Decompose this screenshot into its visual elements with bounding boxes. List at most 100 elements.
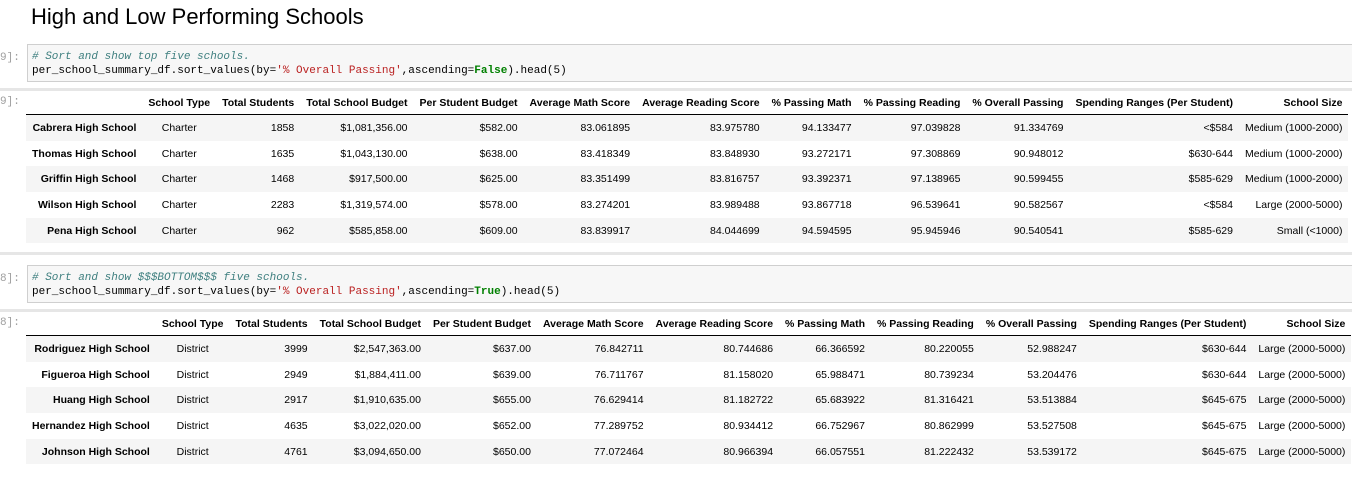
table-cell: $650.00 (493, 445, 531, 458)
table-cell: Large (2000-5000) (1258, 368, 1346, 381)
table-cell: $639.00 (493, 368, 531, 381)
column-header: Per Student Budget (432, 318, 531, 330)
cell1-code-comment: # Sort and show top five schools. (32, 51, 250, 63)
cell1-code-bool: False (474, 65, 508, 77)
table-cell: 66.366592 (815, 342, 865, 355)
top-schools-table: School Type Total Students Total School Bu… (26, 92, 1349, 244)
table-cell: 2283 (270, 198, 295, 211)
cell2-output-prompt: 8]: (0, 317, 20, 329)
table-cell: 93.392371 (801, 173, 852, 186)
table-cell: 95.945946 (910, 224, 961, 237)
table-cell: $582.00 (479, 121, 518, 134)
table-cell: 97.138965 (910, 173, 961, 186)
table-cell: Medium (1000-2000) (1244, 173, 1343, 186)
table-cell: 80.220055 (924, 342, 974, 355)
table-cell: $625.00 (479, 173, 518, 186)
cell1-output-prompt: 9]: (0, 96, 20, 108)
table-cell: $1,910,635.00 (353, 394, 421, 407)
column-header: % Passing Reading (876, 318, 974, 330)
table-cell: Large (2000-5000) (1258, 394, 1346, 407)
column-header: Average Reading Score (655, 318, 774, 330)
school-name-cell: Rodriguez High School (34, 342, 150, 355)
table-cell: District (176, 368, 209, 381)
table-cell: 84.044699 (709, 224, 760, 237)
column-header: School Type (161, 318, 224, 330)
table-cell: 83.839917 (580, 224, 631, 237)
table-cell: $585,858.00 (349, 224, 408, 237)
table-row: Griffin High School Charter 1468 $917,500.0… (26, 166, 1349, 193)
column-header: Average Reading Score (642, 97, 760, 109)
table-cell: $609.00 (479, 224, 518, 237)
table-cell: $585-629 (1188, 173, 1233, 186)
table-cell: 93.867718 (801, 198, 852, 211)
table-cell: 81.182722 (723, 394, 774, 407)
table-cell: 1635 (270, 147, 295, 160)
table-cell: 83.351499 (580, 173, 631, 186)
table-row: Pena High School Charter 962 $585,858.00 $60… (26, 217, 1349, 244)
table-cell: Charter (161, 198, 197, 211)
cell2-input-prompt: 8]: (0, 273, 20, 285)
table-cell: 76.629414 (593, 394, 644, 407)
cell1-output-divider (0, 88, 1352, 91)
table-header-row: School Type Total Students Total School Bu… (26, 92, 1349, 115)
table-cell: 2917 (284, 394, 308, 407)
table-cell: 80.744686 (723, 342, 774, 355)
table-cell: 90.582567 (1013, 198, 1064, 211)
column-header: Total School Budget (319, 318, 421, 330)
table-cell: 4635 (284, 419, 308, 432)
table-cell: $1,884,411.00 (354, 368, 421, 381)
table-cell: Medium (1000-2000) (1244, 121, 1343, 134)
table-cell: 83.061895 (580, 121, 631, 134)
school-name-cell: Huang High School (53, 394, 150, 407)
table-cell: $637.00 (493, 342, 531, 355)
cell2-code-bool: True (474, 286, 501, 298)
column-header: Total School Budget (306, 97, 408, 109)
table-cell: District (176, 419, 209, 432)
column-header: School Size (1286, 318, 1346, 330)
table-cell: $1,081,356.00 (340, 121, 408, 134)
column-header: Per Student Budget (419, 97, 518, 109)
table-cell: 77.072464 (593, 445, 644, 458)
table-cell: $585-629 (1188, 224, 1233, 237)
table-cell: 66.057551 (815, 445, 865, 458)
column-header: Total Students (222, 97, 295, 109)
table-cell: Charter (161, 147, 197, 160)
table-cell: $1,043,130.00 (340, 147, 408, 160)
table-cell: $638.00 (479, 147, 518, 160)
school-name-cell: Griffin High School (40, 173, 137, 186)
table-cell: 80.862999 (924, 419, 974, 432)
table-cell: 81.222432 (924, 445, 974, 458)
table-row: Huang High School District 2917 $1,910,635.… (26, 387, 1352, 414)
table-cell: $917,500.00 (349, 173, 408, 186)
table-cell: 1858 (270, 121, 295, 134)
table-cell: 97.039828 (910, 121, 961, 134)
table-cell: 4761 (284, 445, 308, 458)
table-cell: $1,319,574.00 (340, 198, 408, 211)
table-cell: District (176, 342, 209, 355)
school-name-cell: Thomas High School (32, 147, 137, 160)
table-cell: Charter (161, 224, 197, 237)
table-row: Hernandez High School District 4635 $3,022,… (26, 413, 1351, 439)
column-header: Average Math Score (542, 318, 644, 330)
table-cell: $645-675 (1202, 394, 1247, 407)
table-cell: Charter (161, 173, 197, 186)
cell1-code-editor[interactable]: # Sort and show top five schools. per_sc… (27, 44, 1352, 82)
school-name-cell: Pena High School (47, 224, 137, 237)
cell2-code-editor[interactable]: # Sort and show $$$BOTTOM$$$ five school… (27, 265, 1352, 303)
table-cell: 94.594595 (801, 224, 852, 237)
table-cell: Large (2000-5000) (1258, 445, 1346, 458)
table-cell: $630-644 (1188, 147, 1233, 160)
table-cell: 80.934412 (723, 419, 774, 432)
table-cell: 97.308869 (910, 147, 961, 160)
cell2-code-mid: ,ascending= (401, 286, 475, 298)
table-header-row: School Type Total Students Total School Bu… (26, 313, 1352, 336)
index-header (26, 313, 156, 336)
table-cell: 53.539172 (1027, 445, 1077, 458)
cell1-code-string: '% Overall Passing' (276, 65, 402, 77)
column-header: % Overall Passing (972, 97, 1064, 109)
table-cell: $645-675 (1202, 445, 1247, 458)
table-cell: Large (2000-5000) (1258, 419, 1346, 432)
table-cell: 3999 (284, 342, 308, 355)
table-cell: 66.752967 (815, 419, 865, 432)
table-cell: Large (2000-5000) (1255, 198, 1343, 211)
